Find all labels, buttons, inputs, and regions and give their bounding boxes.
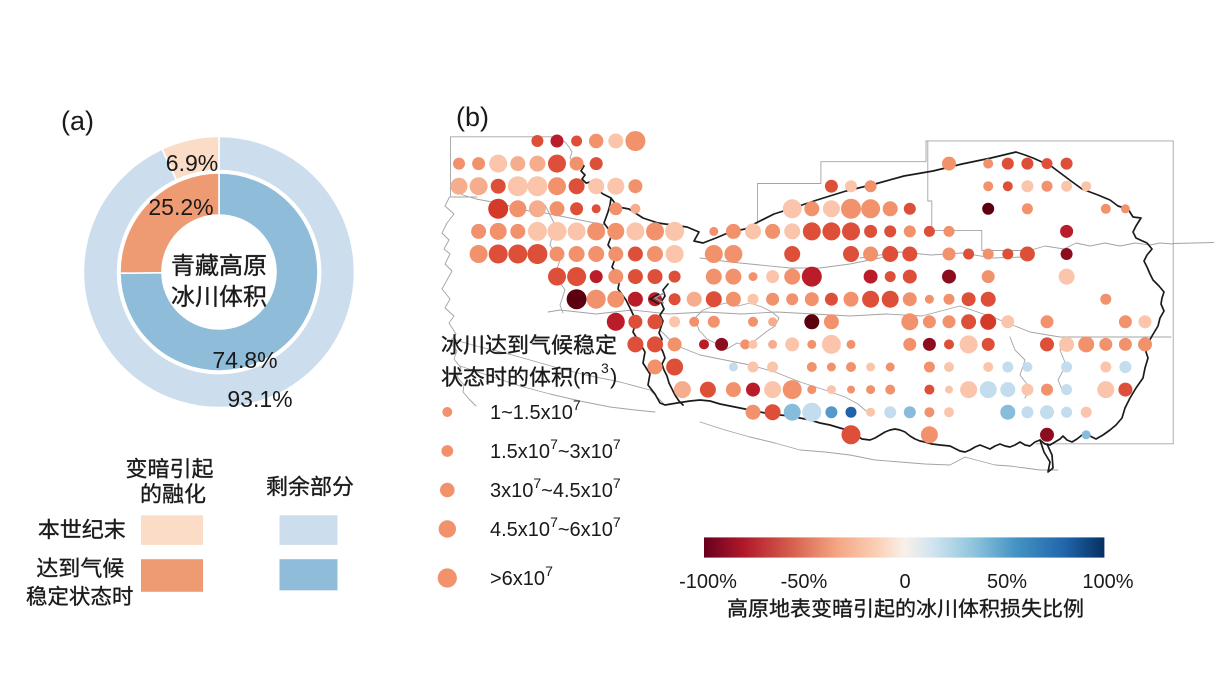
svg-text:1~1.5x107: 1~1.5x107: [490, 397, 581, 424]
svg-text:100%: 100%: [1082, 571, 1133, 593]
svg-text:93.1%: 93.1%: [227, 386, 292, 412]
svg-text:(a): (a): [61, 106, 94, 136]
svg-text:-100%: -100%: [679, 571, 737, 593]
svg-text:6.9%: 6.9%: [166, 150, 218, 176]
svg-text:3: 3: [601, 360, 609, 376]
svg-text:-50%: -50%: [781, 571, 828, 593]
svg-text:1.5x107~3x107: 1.5x107~3x107: [490, 436, 621, 463]
svg-text:25.2%: 25.2%: [148, 194, 213, 220]
svg-text:4.5x107~6x107: 4.5x107~6x107: [490, 514, 621, 541]
svg-text:(b): (b): [456, 102, 489, 132]
svg-text:>6x107: >6x107: [490, 563, 553, 590]
svg-text:0: 0: [899, 571, 910, 593]
svg-text:74.8%: 74.8%: [212, 347, 277, 373]
svg-text:3x107~4.5x107: 3x107~4.5x107: [490, 475, 621, 502]
svg-text:50%: 50%: [987, 571, 1027, 593]
svg-text:): ): [610, 364, 617, 389]
svg-text:(m: (m: [573, 364, 599, 389]
